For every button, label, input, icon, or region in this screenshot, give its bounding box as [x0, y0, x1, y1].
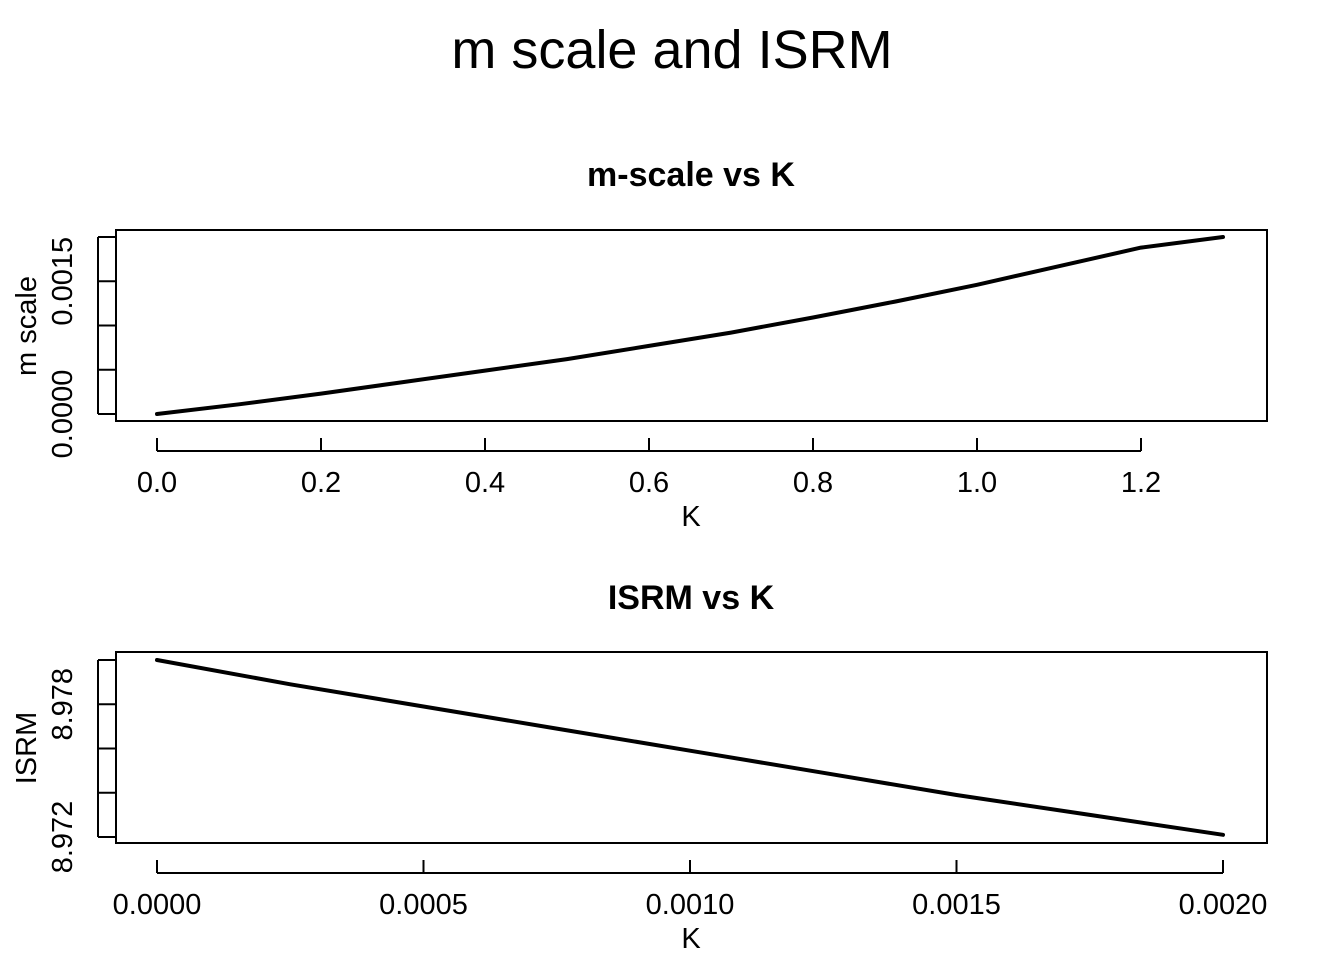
y-tick-label: 0.0000 — [47, 370, 79, 459]
figure-title: m scale and ISRM — [451, 20, 892, 80]
series-line-0 — [155, 658, 1225, 837]
x-tick-label: 0.0010 — [646, 889, 735, 921]
panel-title: m-scale vs K — [587, 156, 795, 194]
m-scale-panel: m-scale vs K 0.0 0.2 0.4 0.6 0.8 1.0 1.2 0.000… — [11, 156, 1268, 533]
isrm-panel: ISRM vs K 0.0000 0.0005 0.0010 0.0015 0.0020… — [11, 579, 1268, 955]
y-axis: 0.0000 0.0015 — [47, 236, 115, 459]
y-axis-label: ISRM — [11, 712, 43, 785]
y-axis: 8.972 8.978 — [47, 659, 115, 874]
x-tick-label: 0.6 — [629, 467, 669, 499]
x-axis: 0.0000 0.0005 0.0010 0.0015 0.0020 — [113, 860, 1268, 921]
x-tick-label: 0.0005 — [379, 889, 468, 921]
x-tick-label: 0.8 — [793, 467, 833, 499]
y-tick-label: 0.0015 — [47, 237, 79, 326]
y-tick-label: 8.972 — [47, 801, 79, 874]
x-tick-label: 0.2 — [301, 467, 341, 499]
x-tick-label: 0.0015 — [912, 889, 1001, 921]
x-axis-label: K — [681, 923, 701, 955]
plot-frame — [115, 651, 1268, 844]
plot-frame — [115, 229, 1268, 422]
panel-title: ISRM vs K — [608, 579, 775, 617]
x-axis-label: K — [681, 501, 701, 533]
y-axis-label: m scale — [11, 276, 43, 376]
series-layer — [155, 658, 1225, 837]
x-tick-label: 0.0000 — [113, 889, 202, 921]
y-tick-label: 8.978 — [47, 668, 79, 741]
x-tick-label: 0.0020 — [1179, 889, 1268, 921]
x-tick-label: 1.0 — [957, 467, 997, 499]
series-layer — [155, 235, 1225, 416]
x-axis: 0.0 0.2 0.4 0.6 0.8 1.0 1.2 — [137, 438, 1161, 499]
x-tick-label: 1.2 — [1121, 467, 1161, 499]
x-tick-label: 0.0 — [137, 467, 177, 499]
series-line-0 — [155, 235, 1225, 416]
x-tick-label: 0.4 — [465, 467, 505, 499]
